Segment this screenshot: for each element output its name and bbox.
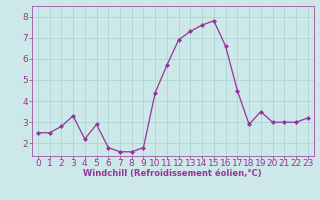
X-axis label: Windchill (Refroidissement éolien,°C): Windchill (Refroidissement éolien,°C) — [84, 169, 262, 178]
